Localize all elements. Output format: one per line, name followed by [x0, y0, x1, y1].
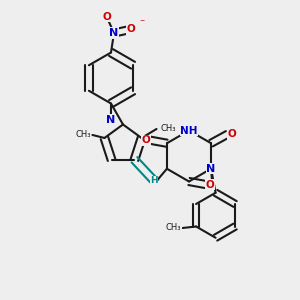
Text: CH₃: CH₃ [160, 124, 176, 134]
Text: O: O [227, 129, 236, 139]
Text: CH₃: CH₃ [166, 224, 181, 232]
Text: N: N [206, 164, 216, 174]
Text: O: O [205, 179, 214, 190]
Text: N: N [106, 115, 116, 125]
Text: O: O [142, 135, 151, 145]
Text: N: N [110, 28, 118, 38]
Text: H: H [150, 176, 158, 185]
Text: NH: NH [180, 125, 198, 136]
Text: O: O [102, 11, 111, 22]
Text: $^-$: $^-$ [138, 17, 146, 26]
Text: CH₃: CH₃ [76, 130, 91, 140]
Text: O: O [126, 24, 135, 34]
